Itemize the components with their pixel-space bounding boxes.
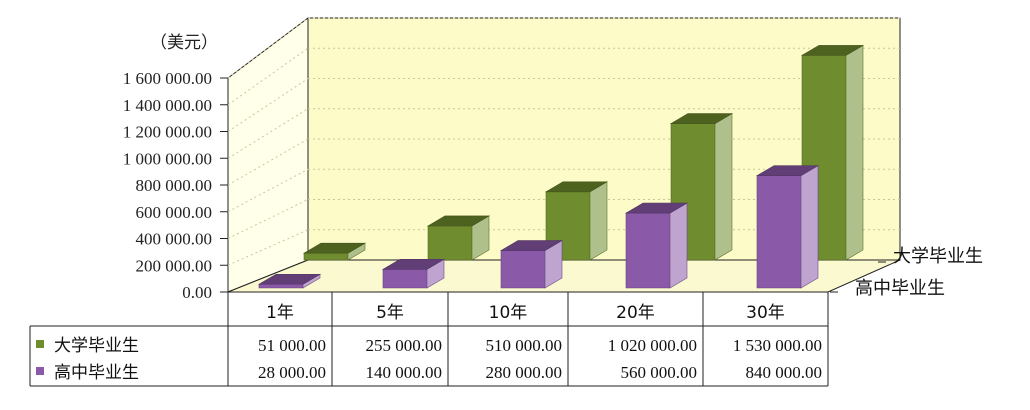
bar-series-2 (257, 273, 322, 289)
legend-swatch (36, 340, 44, 348)
bar-front-face (382, 268, 428, 289)
y-axis-ticks: 0.00 200 000.00 400 000.00 600 000.00 800 00… (123, 69, 228, 302)
bar-top-face (800, 45, 865, 56)
table-cell: 140 000.00 (366, 363, 443, 382)
table-cell: 1 530 000.00 (733, 336, 822, 355)
y-tick-label: 1 200 000.00 (123, 123, 212, 142)
bar-front-face (756, 175, 802, 289)
x-category-label: 30年 (746, 303, 785, 323)
bar-front-face (427, 225, 473, 261)
side-wall (227, 17, 309, 293)
bar-top-face (426, 215, 491, 227)
x-category-label: 10年 (489, 303, 528, 323)
legend-swatch (36, 367, 44, 375)
table-cell: 560 000.00 (621, 363, 698, 382)
table-cell: 255 000.00 (366, 336, 443, 355)
bar-side-face (669, 202, 688, 289)
bar-series-1 (426, 215, 491, 261)
table-cell: 280 000.00 (486, 363, 563, 382)
unit-label: （美元） (150, 33, 218, 53)
table-cell: 51 000.00 (258, 336, 326, 355)
bar-top-face (755, 165, 820, 176)
y-tick-label: 0.00 (182, 283, 212, 302)
gridline-side (227, 138, 309, 186)
bar-front-face (500, 250, 546, 289)
table-cell: 840 000.00 (746, 363, 823, 382)
gridline-side (227, 168, 309, 213)
gridline-side (227, 47, 309, 106)
y-tick-label: 1 600 000.00 (123, 69, 212, 88)
bar-front-face (625, 212, 671, 289)
bar-top-face (669, 113, 734, 124)
y-tick-label: 800 000.00 (136, 176, 213, 195)
table-cell: 28 000.00 (258, 363, 326, 382)
y-tick-label: 1 400 000.00 (123, 96, 212, 115)
bar-series-1 (302, 242, 367, 261)
x-category-label: 1年 (266, 303, 294, 323)
gridline-side (227, 17, 309, 79)
y-tick-label: 1 000 000.00 (123, 149, 212, 168)
bar-top-face (257, 273, 322, 285)
y-tick-label: 400 000.00 (136, 230, 213, 249)
bar-front-face (303, 252, 349, 261)
bar-top-face (381, 258, 446, 270)
series-label-back: 大学毕业生 (893, 246, 983, 267)
table-cell: 1 020 000.00 (608, 336, 697, 355)
bar-side-face (589, 181, 608, 261)
gridline-side (227, 78, 309, 132)
table-cell: 510 000.00 (486, 336, 563, 355)
x-category-label: 5年 (376, 303, 404, 323)
series-front-bars (257, 165, 820, 289)
bar-top-face (624, 202, 689, 214)
gridline-side (227, 108, 309, 159)
bar-series-2 (624, 202, 689, 289)
bar-front-face (258, 283, 304, 289)
bar-series-2 (499, 240, 564, 289)
bar-top-face (302, 242, 367, 254)
y-tick-label: 200 000.00 (136, 256, 213, 275)
bar-top-face (544, 181, 609, 193)
bar-side-face (714, 113, 733, 261)
bar-side-face (800, 165, 819, 289)
table-row-label: 大学毕业生 (54, 336, 139, 356)
series-label-front: 高中毕业生 (855, 278, 945, 299)
y-tick-label: 600 000.00 (136, 203, 213, 222)
bar-series-2 (381, 258, 446, 289)
bar-series-2 (755, 165, 820, 289)
table-row-label: 高中毕业生 (54, 363, 139, 383)
bar-top-face (499, 240, 564, 251)
bar-side-face (845, 44, 864, 261)
x-category-label: 20年 (616, 303, 655, 323)
